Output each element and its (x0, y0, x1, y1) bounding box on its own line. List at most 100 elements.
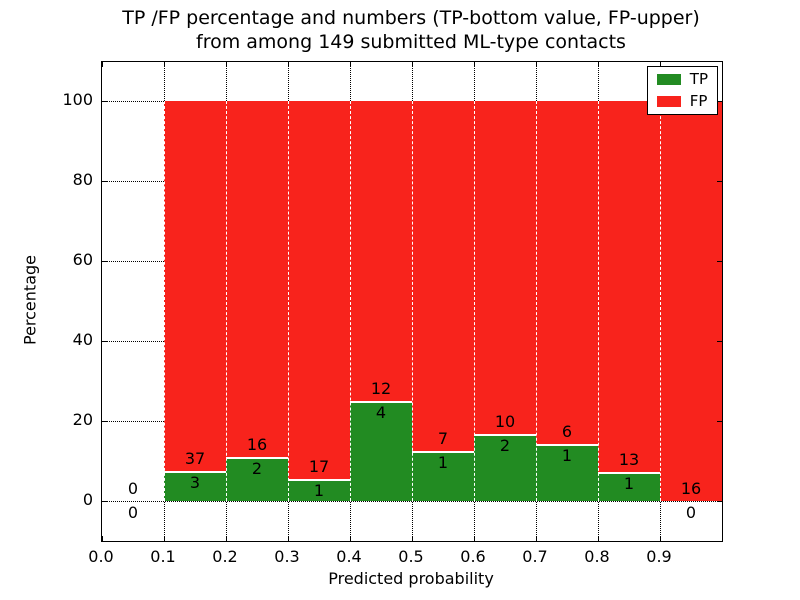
bar-segment-tp (474, 434, 536, 501)
bar-segment-tp (350, 401, 412, 501)
x-tick-label: 0.3 (274, 547, 300, 566)
bar-segment-fp (226, 101, 288, 457)
y-tick-label: 60 (72, 250, 93, 269)
bar-segment-fp (288, 101, 350, 479)
bar-label-fp: 37 (184, 449, 206, 468)
y-tick-label: 20 (72, 410, 93, 429)
bar-segment-tp (412, 451, 474, 501)
x-tick (102, 536, 103, 541)
bar-segment-fp (474, 101, 536, 435)
bar-label-tp: 0 (685, 503, 697, 522)
bar-label-tp: 1 (623, 474, 635, 494)
bar-boundary-line (164, 101, 165, 501)
legend-item-tp: TP (656, 70, 708, 88)
bar-segment-tp (536, 443, 598, 501)
y-tick-label: 40 (72, 330, 93, 349)
y-tick-label: 0 (82, 490, 93, 509)
x-tick (226, 536, 227, 541)
y-tick-right (717, 341, 722, 342)
tp-swatch-icon (656, 74, 681, 85)
x-tick-label: 0.4 (336, 547, 362, 566)
bar-label-tp: 1 (437, 453, 449, 472)
legend-label-fp: FP (689, 92, 708, 110)
bar-boundary-line (350, 101, 351, 501)
bar-segment-fp (350, 101, 412, 401)
legend-item-fp: FP (656, 92, 708, 110)
y-tick (102, 101, 107, 102)
y-tick-right (717, 101, 722, 102)
bar-boundary-line (288, 101, 289, 501)
x-tick-label: 0.6 (460, 547, 486, 566)
x-tick (350, 536, 351, 541)
x-tick-top (164, 62, 165, 67)
bar-segment-fp (412, 101, 474, 451)
bar-segment-fp (598, 101, 660, 473)
bar-label-fp: 16 (246, 434, 268, 454)
x-tick-top (598, 62, 599, 67)
legend-label-tp: TP (689, 70, 708, 88)
bar-label-tp: 4 (375, 403, 387, 422)
x-tick-top (102, 62, 103, 67)
x-tick-label: 0.0 (88, 547, 114, 566)
x-tick-label: 0.9 (646, 547, 672, 566)
x-tick-label: 0.8 (584, 547, 610, 566)
fp-swatch-icon (656, 96, 681, 107)
y-tick-label: 100 (62, 90, 93, 109)
bar-boundary-line (598, 101, 599, 501)
chart-title: TP /FP percentage and numbers (TP-bottom… (101, 6, 721, 54)
bar-label-fp: 0 (127, 479, 139, 498)
bar-label-fp: 13 (618, 450, 640, 470)
bar-segment-tp (598, 472, 660, 501)
x-tick (164, 536, 165, 541)
y-tick (102, 341, 107, 342)
bar-segment-fp (164, 101, 226, 471)
plot-area: TP FP 0 0 37 3 16 2 17 1 12 4 7 1 10 2 6 1 13 1 16 0 (101, 61, 723, 542)
bar-boundary-line (226, 101, 227, 501)
y-tick-right (717, 261, 722, 262)
bar-boundary-line (474, 101, 475, 501)
bar-label-tp: 1 (561, 445, 573, 465)
bar-label-fp: 12 (370, 379, 392, 398)
x-tick-top (536, 62, 537, 67)
bar-label-fp: 16 (680, 479, 702, 498)
bar-segment-tp (226, 456, 288, 501)
bar-label-fp: 7 (437, 429, 449, 448)
x-tick-label: 0.7 (522, 547, 548, 566)
bar-segment-fp (660, 101, 722, 501)
y-axis-label: Percentage (20, 254, 40, 346)
x-tick-top (660, 62, 661, 67)
x-tick (412, 536, 413, 541)
y-tick (102, 501, 107, 502)
y-tick (102, 261, 107, 262)
y-tick (102, 421, 107, 422)
zero-gridline (102, 501, 722, 502)
bar-label-fp: 6 (561, 421, 573, 441)
x-tick-label: 0.5 (398, 547, 424, 566)
x-tick (660, 536, 661, 541)
bar-boundary-line (412, 101, 413, 501)
bar-label-tp: 2 (251, 458, 263, 478)
y-tick-right (717, 501, 722, 502)
y-tick-right (717, 181, 722, 182)
x-tick-top (350, 62, 351, 67)
x-tick-top (226, 62, 227, 67)
x-tick-top (474, 62, 475, 67)
y-tick-right (717, 421, 722, 422)
bar-label-fp: 10 (494, 412, 516, 432)
x-tick (536, 536, 537, 541)
x-tick-top (288, 62, 289, 67)
bar-segment-fp (536, 101, 598, 444)
bar-label-tp: 1 (313, 480, 325, 500)
bar-boundary-line (660, 101, 661, 501)
bar-segment-tp (288, 478, 350, 501)
chart-title-line1: TP /FP percentage and numbers (TP-bottom… (122, 7, 700, 29)
x-tick-label: 0.2 (212, 547, 238, 566)
bar-label-tp: 3 (189, 473, 201, 492)
y-tick (102, 181, 107, 182)
x-axis-label: Predicted probability (328, 569, 494, 588)
x-tick (598, 536, 599, 541)
bar-label-tp: 0 (127, 503, 139, 522)
y-tick-label: 80 (72, 170, 93, 189)
x-tick-label: 0.1 (150, 547, 176, 566)
